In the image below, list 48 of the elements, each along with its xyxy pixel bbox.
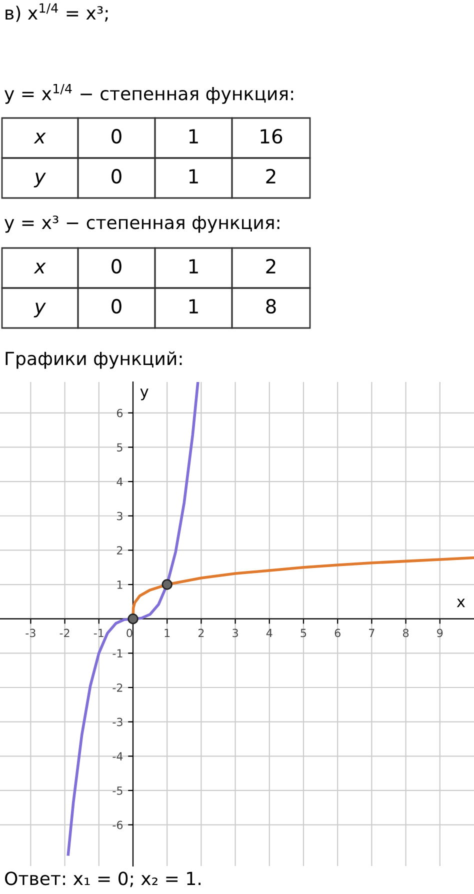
- text: x: [34, 132, 46, 144]
- text: y: [34, 302, 46, 318]
- x-tick-label: 8: [403, 628, 409, 638]
- x-tick-label: 3: [232, 628, 238, 638]
- text: y: [34, 172, 46, 188]
- x-tick-label: 9: [437, 628, 443, 638]
- text: 0: [112, 298, 122, 314]
- x-tick-label: 5: [300, 628, 306, 638]
- text: y = x$^{1/4}$ − степенная функция:: [4, 84, 294, 104]
- x-tick-label: 1: [164, 628, 170, 638]
- y-tick-label: -6: [112, 820, 123, 830]
- text: 0: [112, 258, 122, 274]
- y-axis-title: y: [140, 388, 148, 400]
- y-tick-label: -4: [112, 752, 123, 760]
- x-tick-label: 7: [369, 628, 374, 638]
- text: в) x$^{1/4}$ = x³;: [6, 3, 108, 22]
- x-tick-label: 2: [198, 628, 204, 638]
- y-tick-label: 2: [117, 546, 122, 554]
- x-tick-label: 6: [334, 628, 340, 638]
- text: 8: [266, 298, 276, 314]
- text: 16: [260, 128, 282, 144]
- y-tick-label: 3: [117, 512, 122, 520]
- x-tick-label: 0: [126, 628, 132, 638]
- text: 1: [189, 299, 198, 314]
- text: Ответ: x₁ = 0; x₂ = 1.: [5, 872, 200, 888]
- y-tick-label: 1: [117, 580, 122, 589]
- y-tick-label: -2: [112, 683, 122, 692]
- text: 0: [112, 168, 122, 184]
- text: 1: [189, 169, 198, 184]
- text: 0: [112, 128, 122, 144]
- text: 1: [189, 129, 198, 144]
- x-tick-label: 4: [266, 628, 272, 638]
- y-tick-label: 5: [117, 443, 122, 452]
- x-tick-label: -3: [26, 628, 36, 638]
- y-tick-label: -3: [112, 718, 122, 726]
- y-tick-label: 4: [116, 478, 123, 486]
- chart-title: Графики функций:: [6, 351, 182, 369]
- text: 2: [266, 168, 276, 184]
- y-tick-label: -5: [112, 786, 122, 795]
- x-axis-title: x: [456, 598, 465, 608]
- x-tick-label: -2: [60, 628, 70, 638]
- text: x: [34, 262, 46, 274]
- text: y = x³ − степенная функция:: [4, 216, 280, 233]
- text: 1: [189, 259, 198, 274]
- text: 2: [266, 258, 276, 274]
- y-tick-label: 6: [116, 408, 123, 418]
- x-tick-label: -1: [94, 628, 104, 638]
- y-tick-label: -1: [112, 649, 122, 658]
